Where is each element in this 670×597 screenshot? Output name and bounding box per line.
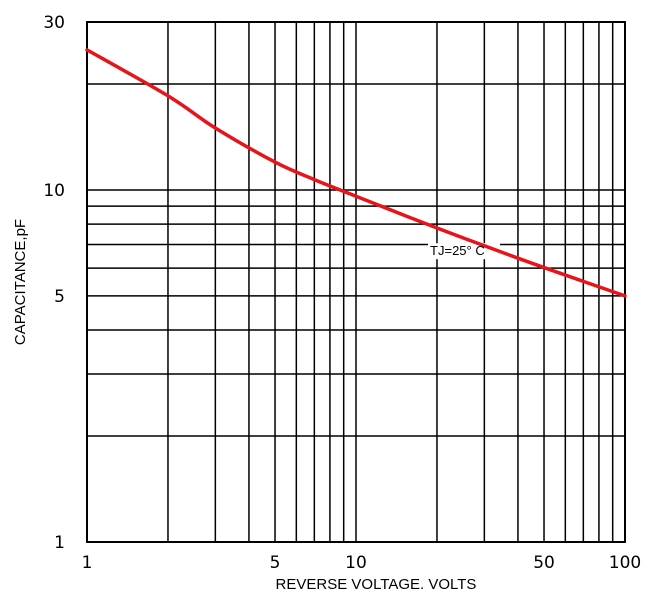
y-tick-label-5: 5	[54, 287, 65, 307]
y-tick-label-10: 10	[43, 181, 65, 201]
x-axis-title: REVERSE VOLTAGE. VOLTS	[276, 576, 477, 593]
x-tick-label-1: 1	[82, 553, 93, 573]
temperature-annotation: TJ=25° C	[430, 243, 485, 258]
x-tick-label-50: 50	[533, 553, 555, 573]
x-tick-label-10: 10	[345, 553, 367, 573]
y-tick-labels: 1 5 10 30	[43, 13, 65, 553]
x-tick-label-5: 5	[270, 553, 281, 573]
y-tick-label-30: 30	[43, 13, 65, 33]
y-axis-title: CAPACITANCE,pF	[12, 219, 29, 345]
x-tick-label-100: 100	[609, 553, 641, 573]
x-tick-labels: 1 5 10 50 100	[82, 553, 642, 573]
x-gridlines	[87, 22, 625, 542]
y-tick-label-1: 1	[54, 533, 65, 553]
